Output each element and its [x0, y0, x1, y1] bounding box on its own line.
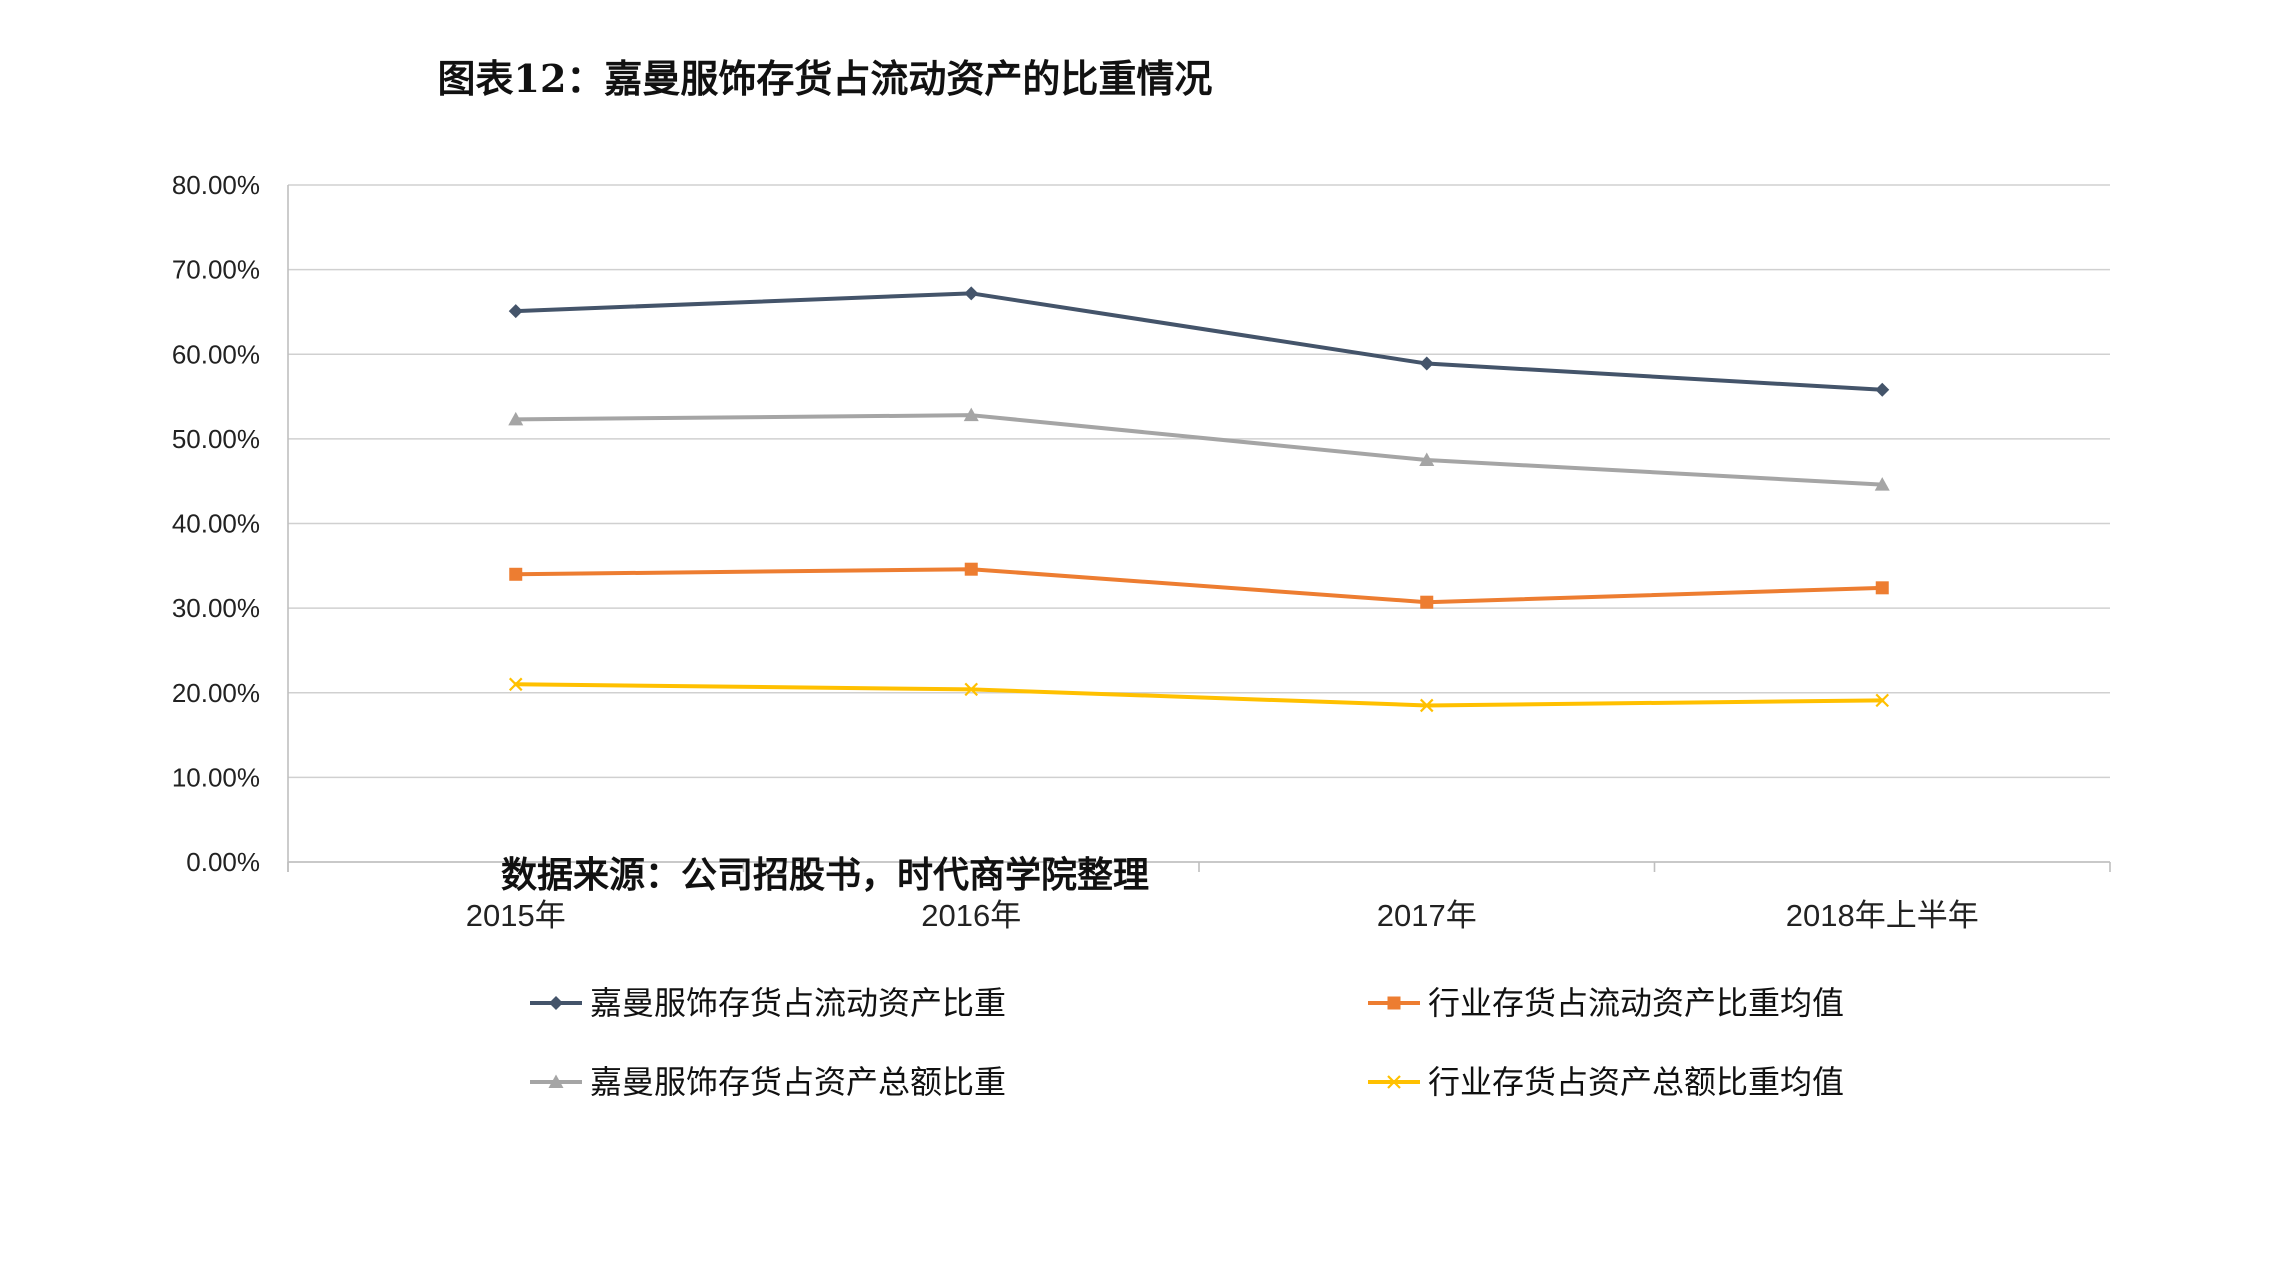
- legend-marker: [548, 1074, 564, 1088]
- series-line-4: [513, 682, 1885, 708]
- data-point: [963, 407, 979, 422]
- data-point: [1419, 356, 1434, 371]
- y-tick-label: 80.00%: [172, 170, 260, 200]
- y-tick-label: 70.00%: [172, 255, 260, 285]
- data-point: [509, 567, 523, 581]
- legend-label: 行业存货占资产总额比重均值: [1428, 1063, 1844, 1101]
- x-tick-label: 2017年: [1377, 898, 1477, 933]
- data-point: [1420, 595, 1434, 609]
- data-point: [964, 562, 978, 576]
- axes: 0.00% 10.00% 20.00% 30.00% 40.00% 50.00% 60.00…: [172, 170, 2111, 933]
- data-point: [1875, 581, 1889, 595]
- chart-title: 图表12：嘉曼服饰存货占流动资产的比重情况: [437, 56, 1213, 101]
- data-point: [508, 304, 523, 319]
- y-tick-label: 50.00%: [172, 424, 260, 454]
- legend-label: 嘉曼服饰存货占流动资产比重: [590, 984, 1006, 1022]
- data-point: [508, 411, 524, 426]
- legend-item: 嘉曼服饰存货占流动资产比重: [530, 984, 1006, 1022]
- data-point: [1874, 477, 1890, 491]
- series-lines: [508, 286, 1890, 713]
- x-tick-label: 2015年: [466, 898, 566, 933]
- data-point: [964, 682, 979, 697]
- y-tick-label: 0.00%: [186, 847, 260, 877]
- y-tick-label: 60.00%: [172, 339, 260, 369]
- series-line-3: [513, 413, 1885, 487]
- gridlines: [288, 184, 2110, 863]
- y-tick-label: 30.00%: [172, 593, 260, 623]
- legend-label: 行业存货占流动资产比重均值: [1428, 984, 1844, 1022]
- y-tick-label: 40.00%: [172, 509, 260, 539]
- legend-marker: [549, 996, 563, 1010]
- series-line-2: [513, 567, 1885, 605]
- y-tick-label: 10.00%: [172, 762, 260, 792]
- series-line-1: [513, 291, 1885, 392]
- x-tick-label: 2016年: [921, 898, 1021, 933]
- y-tick-label: 20.00%: [172, 678, 260, 708]
- legend-item: 嘉曼服饰存货占资产总额比重: [530, 1063, 1006, 1101]
- data-point: [1419, 452, 1435, 467]
- legend-item: 行业存货占资产总额比重均值: [1368, 1063, 1844, 1101]
- data-point: [964, 286, 979, 301]
- data-point: [1875, 693, 1890, 708]
- legend-marker: [1387, 1075, 1401, 1089]
- data-point: [508, 677, 523, 692]
- legend-label: 嘉曼服饰存货占资产总额比重: [590, 1063, 1006, 1101]
- legend-item: 行业存货占流动资产比重均值: [1368, 984, 1844, 1022]
- legend-marker: [1387, 996, 1401, 1010]
- source-note: 数据来源：公司招股书，时代商学院整理: [500, 854, 1149, 896]
- x-tick-label: 2018年上半年: [1786, 898, 1979, 933]
- data-point: [1875, 382, 1890, 397]
- data-point: [1419, 698, 1434, 713]
